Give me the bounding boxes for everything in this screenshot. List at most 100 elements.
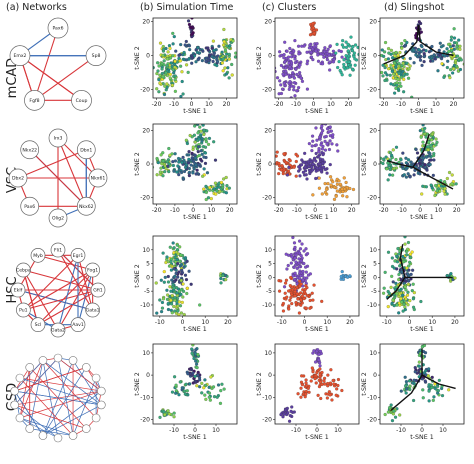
y-tick-label: -20 [262, 194, 272, 201]
data-point [278, 79, 282, 83]
data-point [299, 254, 303, 258]
y-tick-label: -20 [367, 86, 377, 93]
data-point [393, 54, 397, 58]
data-point [410, 95, 414, 98]
x-tick-label: 0 [181, 319, 185, 326]
data-point [169, 61, 173, 65]
data-point [307, 164, 311, 169]
data-point [443, 54, 447, 58]
data-point [325, 57, 329, 62]
data-point [279, 412, 283, 417]
data-point [209, 375, 213, 379]
network-edge [42, 367, 87, 436]
scatter-points [154, 241, 229, 316]
data-point [159, 310, 164, 314]
network-node-label: Gata1 [86, 308, 100, 314]
data-point [186, 372, 190, 376]
x-tick-label: -20 [152, 101, 162, 108]
data-point [420, 63, 424, 68]
data-point [382, 157, 386, 161]
data-point [212, 187, 216, 191]
data-point [409, 160, 413, 164]
data-point [315, 138, 319, 142]
data-point [325, 171, 329, 175]
x-tick-label: 0 [303, 319, 307, 326]
data-point [296, 297, 300, 301]
data-point [404, 380, 409, 384]
data-point [400, 41, 404, 46]
data-point [284, 252, 288, 256]
y-axis-label: t-SNE 2 [256, 46, 263, 69]
data-point [323, 190, 328, 194]
data-point [227, 57, 231, 61]
data-point [283, 291, 287, 295]
data-point [411, 282, 415, 286]
data-point [455, 54, 460, 58]
data-point [404, 297, 408, 301]
data-point [414, 147, 418, 152]
data-point [435, 189, 439, 193]
data-point [406, 158, 411, 162]
data-point [285, 295, 289, 299]
x-tick-label: -20 [274, 207, 284, 214]
scatter-panels: -20 -10 0 10 20 -20 0 20 t-SNE 1 t-SNE 2 -20 -10 0 10… [134, 17, 465, 441]
data-point [436, 69, 440, 73]
data-point [158, 170, 162, 174]
data-point [412, 173, 416, 177]
data-point [323, 46, 327, 50]
data-point [390, 153, 394, 158]
data-point [323, 382, 327, 386]
data-point [429, 138, 434, 142]
data-point [300, 163, 304, 167]
data-point [310, 375, 314, 379]
panel-gsd-simulation-time: -10 0 10 -20 -10 0 10 t-SNE 1 t-SNE 2 [134, 343, 238, 441]
data-point [196, 352, 200, 357]
network-edge [23, 289, 99, 311]
data-point [325, 119, 328, 122]
x-tick-label: 20 [224, 319, 232, 326]
data-point [404, 288, 408, 292]
data-point [458, 44, 462, 48]
data-point [314, 151, 318, 156]
data-point [406, 172, 410, 176]
data-point [162, 280, 166, 284]
data-point [292, 165, 296, 169]
data-point [172, 169, 176, 173]
data-point [304, 270, 308, 274]
data-point [314, 159, 318, 163]
data-point [197, 163, 201, 167]
x-tick-label: -10 [382, 319, 392, 326]
data-point [407, 268, 411, 272]
data-point [184, 278, 189, 282]
data-point [392, 72, 396, 76]
y-axis-label: t-SNE 2 [361, 152, 368, 175]
data-point [287, 289, 291, 293]
data-point [325, 396, 329, 400]
data-point [311, 47, 315, 51]
x-tick-label: -10 [169, 101, 179, 108]
network-node [20, 196, 40, 216]
x-tick-label: 20 [450, 101, 458, 108]
y-tick-label: 10 [264, 350, 272, 357]
data-point [209, 196, 213, 201]
data-point [423, 163, 427, 167]
data-point [318, 349, 323, 353]
data-point [422, 48, 426, 52]
data-point [391, 412, 396, 416]
data-point [401, 61, 405, 65]
data-point [295, 266, 299, 271]
data-point [221, 69, 225, 73]
data-point [348, 65, 352, 69]
data-point [289, 275, 293, 280]
data-point [298, 247, 303, 251]
data-point [393, 61, 397, 65]
x-tick-label: -20 [274, 101, 284, 108]
data-point [270, 170, 273, 173]
data-point [158, 298, 162, 302]
data-point [443, 180, 447, 184]
network-node [48, 128, 68, 148]
data-point [403, 44, 407, 48]
data-point [438, 189, 442, 193]
